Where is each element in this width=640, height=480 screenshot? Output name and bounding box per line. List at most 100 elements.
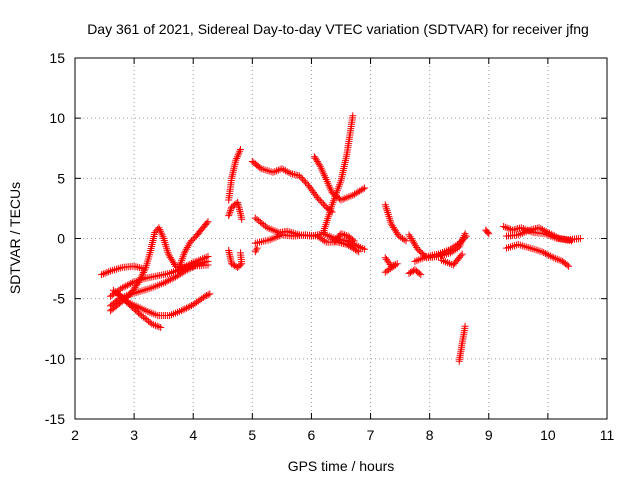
data-point [235, 149, 243, 157]
data-point [261, 222, 269, 230]
data-point [297, 174, 305, 181]
data-point [300, 177, 308, 185]
data-point [553, 255, 561, 263]
data-point [101, 269, 109, 277]
data-point [547, 230, 555, 238]
x-tick-label: 2 [71, 427, 79, 443]
data-point [184, 242, 192, 250]
data-point [316, 197, 324, 205]
data-point [227, 207, 234, 215]
data-point [237, 146, 244, 153]
data-point [485, 230, 493, 238]
data-point [361, 184, 369, 192]
data-point [204, 218, 212, 226]
data-point [161, 278, 169, 286]
data-point [457, 252, 465, 260]
data-point [500, 223, 508, 230]
data-point [565, 262, 573, 270]
data-point [140, 267, 148, 275]
data-point [395, 232, 403, 240]
data-point [400, 236, 408, 244]
x-tick-label: 5 [248, 427, 256, 443]
data-point [296, 172, 304, 180]
data-point [203, 219, 211, 227]
data-point [349, 236, 356, 244]
data-point [157, 229, 165, 237]
data-point [408, 268, 416, 276]
data-point [269, 168, 277, 176]
data-point [229, 261, 237, 269]
data-point [159, 233, 167, 241]
data-point [315, 233, 323, 241]
data-point [103, 268, 111, 276]
data-point [183, 304, 190, 312]
data-point [409, 238, 417, 246]
data-point [546, 229, 554, 237]
x-tick-label: 3 [130, 427, 138, 443]
y-tick-label: -10 [45, 351, 65, 367]
data-point [176, 262, 184, 270]
x-tick-label: 6 [308, 427, 316, 443]
data-point [157, 227, 164, 235]
x-tick-label: 7 [367, 427, 375, 443]
data-point [563, 261, 571, 269]
data-point [342, 232, 350, 239]
data-point [359, 185, 367, 193]
data-point [120, 283, 128, 291]
data-point [125, 280, 133, 288]
data-point [381, 201, 389, 209]
data-point [341, 231, 348, 239]
data-point [234, 151, 242, 159]
data-point [405, 269, 413, 277]
data-point [552, 233, 560, 241]
data-point [339, 230, 347, 238]
data-point [252, 246, 260, 254]
data-point [568, 237, 575, 245]
data-point [232, 156, 240, 164]
data-point [123, 281, 131, 289]
x-tick-label: 4 [189, 427, 197, 443]
data-point [166, 276, 174, 284]
data-point [407, 235, 415, 242]
data-point [150, 321, 158, 329]
data-point [105, 268, 113, 276]
y-tick-label: 0 [57, 231, 65, 247]
data-point [148, 320, 156, 328]
data-point [180, 249, 188, 257]
data-point [381, 268, 389, 276]
data-point [540, 249, 548, 257]
data-point [225, 210, 233, 218]
data-point [349, 112, 357, 120]
data-point [139, 270, 147, 278]
data-point [538, 248, 546, 256]
data-point [552, 255, 560, 262]
data-point [302, 178, 309, 186]
data-point [168, 275, 176, 283]
data-point [501, 223, 509, 231]
data-point [226, 208, 234, 216]
data-point [225, 212, 233, 220]
data-point [179, 306, 187, 314]
data-point [189, 235, 197, 243]
data-point [458, 250, 466, 258]
data-point [155, 323, 163, 331]
data-point [386, 214, 393, 222]
data-point [461, 234, 469, 241]
data-point [461, 322, 469, 330]
data-point [541, 250, 549, 257]
data-series [98, 112, 584, 365]
data-point [412, 242, 420, 250]
data-point [283, 168, 291, 176]
y-tick-label: -15 [45, 411, 65, 427]
data-point [153, 322, 161, 330]
y-tick-label: 15 [49, 50, 65, 66]
x-tick-label: 9 [485, 427, 493, 443]
data-point [251, 248, 259, 256]
data-point [178, 256, 186, 264]
data-point [337, 230, 345, 238]
data-point [273, 167, 281, 175]
data-point [233, 155, 241, 162]
data-point [281, 167, 289, 175]
data-point [543, 250, 551, 258]
